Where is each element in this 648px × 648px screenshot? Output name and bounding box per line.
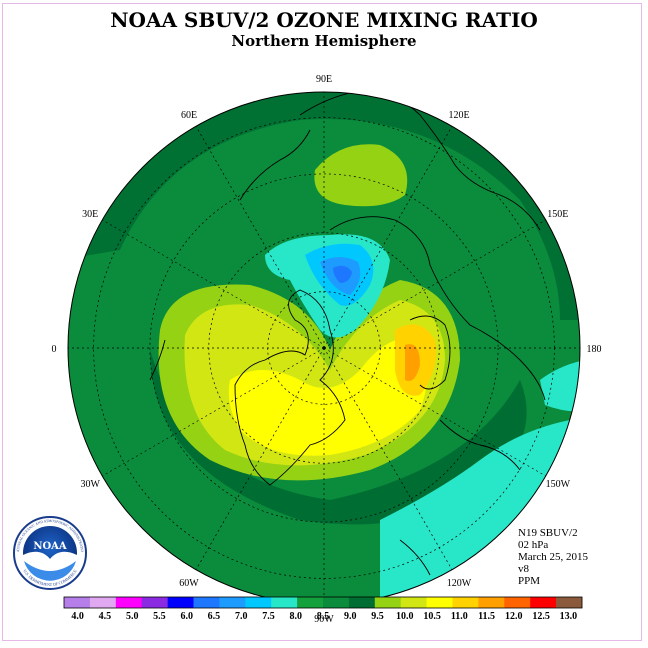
colorbar-label: 9.5	[371, 611, 384, 622]
colorbar-border	[63, 596, 583, 609]
noaa-logo: NOAA NATIONAL OCEANIC AND ATMOSPHERIC AD…	[13, 516, 87, 590]
colorbar-swatch	[556, 597, 583, 608]
colorbar-label: 13.0	[560, 611, 578, 622]
graticule	[68, 92, 580, 604]
longitude-label: 150W	[546, 479, 571, 490]
latitude-circle	[149, 173, 499, 523]
longitude-label: 60E	[181, 110, 197, 121]
map-title: NOAA SBUV/2 OZONE MIXING RATIO	[110, 8, 538, 32]
longitude-label: 150E	[547, 209, 568, 220]
info-date: March 25, 2015	[518, 551, 588, 563]
longitude-label: 30E	[82, 209, 98, 220]
longitude-label: 30W	[80, 479, 100, 490]
colorbar-swatch	[452, 597, 479, 608]
colorbar-swatch	[348, 597, 376, 608]
longitude-label: 120W	[447, 578, 472, 589]
colorbar-label: 9.0	[344, 611, 357, 622]
colorbar-label: 4.5	[99, 611, 112, 622]
colorbar-swatch	[400, 597, 427, 608]
longitude-label: 60W	[179, 578, 199, 589]
logo-lower-disc	[24, 561, 76, 581]
colorbar-swatch	[64, 597, 91, 608]
longitude-labels: 90E 120E 60E 150E 30E 180 0 150W 30W 120W 60W 90W	[52, 74, 602, 625]
colorbar-swatch	[245, 597, 272, 608]
colorbar-label: 11.5	[478, 611, 495, 622]
contour-upper-blob	[314, 144, 408, 207]
colorbar-swatch	[530, 597, 557, 608]
colorbar-label: 7.5	[262, 611, 275, 622]
colorbar-label: 8.0	[289, 611, 302, 622]
colorbar-label: 5.0	[126, 611, 139, 622]
colorbar-swatch	[219, 597, 246, 608]
info-units: PPM	[518, 575, 540, 587]
colorbar-label: 11.0	[451, 611, 468, 622]
colorbar-swatch	[504, 597, 531, 608]
info-block: N19 SBUV/2 02 hPa March 25, 2015 v8 PPM	[518, 527, 588, 587]
longitude-label: 90W	[314, 614, 334, 625]
colorbar-swatch	[323, 597, 350, 608]
colorbar-label: 5.5	[153, 611, 166, 622]
colorbar-label: 6.5	[208, 611, 221, 622]
coastlines	[149, 92, 546, 576]
colorbar-swatch	[374, 597, 401, 608]
longitude-label: 180	[587, 344, 602, 355]
colorbar-label: 8.5	[317, 611, 330, 622]
colorbar-label: 7.0	[235, 611, 248, 622]
colorbar-swatch	[167, 597, 194, 608]
colorbar-label: 6.0	[180, 611, 193, 622]
polar-map	[67, 91, 581, 605]
logo-text: NOAA	[33, 541, 67, 552]
colorbar: 4.0 4.5 5.0 5.5 6.0 6.5 7.0 7.5 8.0 8.5 9.0 9.5 10.0…	[63, 596, 583, 622]
colorbar-swatch	[89, 597, 117, 608]
info-version: v8	[518, 563, 530, 575]
colorbar-swatch	[297, 597, 324, 608]
contour-11-5	[405, 344, 420, 381]
logo-bird-shape	[23, 551, 77, 573]
colorbar-swatch	[426, 597, 453, 608]
contour-dark-band-lower	[150, 350, 527, 525]
colorbar-label: 12.5	[532, 611, 550, 622]
colorbar-swatch	[141, 597, 168, 608]
colorbar-swatch	[478, 597, 505, 608]
longitude-label: 120E	[448, 110, 469, 121]
info-level: 02 hPa	[518, 539, 548, 551]
colorbar-label: 10.0	[396, 611, 414, 622]
colorbar-swatch	[271, 597, 298, 608]
map-subtitle: Northern Hemisphere	[231, 32, 416, 50]
colorbar-label: 4.0	[71, 611, 84, 622]
colorbar-swatch	[115, 597, 142, 608]
contour-6-5	[333, 265, 352, 283]
contour-dark-band-upper	[68, 92, 580, 320]
longitude-label: 90E	[316, 74, 332, 85]
colorbar-label: 12.0	[505, 611, 523, 622]
longitude-label: 0	[52, 344, 57, 355]
info-satellite: N19 SBUV/2	[518, 527, 578, 539]
contour-edge-cyan-1	[540, 360, 580, 412]
colorbar-swatch	[193, 597, 220, 608]
colorbar-label: 10.5	[423, 611, 441, 622]
